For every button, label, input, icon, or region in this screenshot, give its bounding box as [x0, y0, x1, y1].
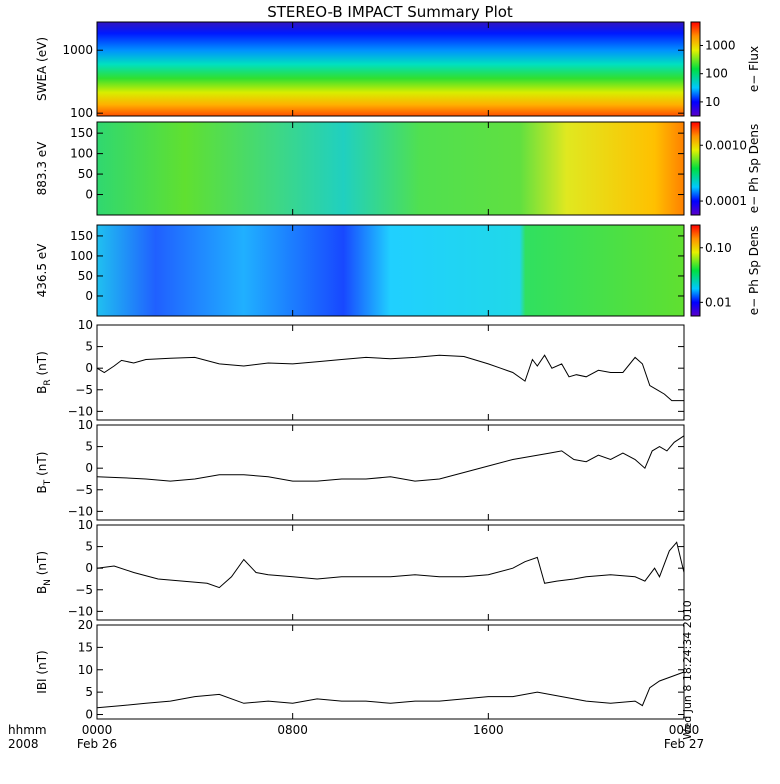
bt-ytick-label: 0 — [85, 461, 93, 475]
bn-ytick-label: 5 — [85, 540, 93, 554]
xtick-time-label: 0000 — [669, 723, 700, 737]
xtick-time-label: 0000 — [82, 723, 113, 737]
bn-ylabel-main: B — [35, 586, 49, 594]
bt-ytick-label: −5 — [75, 483, 93, 497]
br-line — [96, 354, 684, 402]
pad436-colorbar-label: 0.01 — [705, 295, 732, 309]
pad436-spectrogram — [97, 225, 684, 316]
bmag-ytick-label: 15 — [78, 640, 93, 654]
bt-ylabel-unit: (nT) — [35, 452, 49, 480]
br-ylabel-main: B — [35, 386, 49, 394]
swea-colorbar-label: 100 — [705, 67, 728, 81]
bn-ytick-label: −10 — [68, 604, 93, 618]
bn-ylabel-sub: N — [43, 579, 53, 586]
br-ytick-label: 0 — [85, 361, 93, 375]
swea-ytick-label: 1000 — [62, 43, 93, 57]
bmag-frame — [96, 624, 685, 720]
pad436-ytick-label: 50 — [78, 269, 93, 283]
bmag-ylabel: IBI (nT) — [35, 650, 49, 693]
bt-ylabel-sub: T — [43, 479, 53, 486]
bt-ylabel: BT (nT) — [35, 452, 53, 494]
pad436-ytick-label: 100 — [70, 249, 93, 263]
pad883-colorbar-label: 0.0001 — [705, 194, 747, 208]
br-ytick-label: 5 — [85, 340, 93, 354]
br-frame — [96, 324, 685, 421]
bmag-ylabel-main: IBI (nT) — [35, 650, 49, 693]
xtick-date-label: Feb 26 — [77, 737, 117, 751]
swea-ytick-label: 100 — [70, 106, 93, 120]
br-ylabel-unit: (nT) — [35, 351, 49, 379]
xtick-time-label: 1600 — [473, 723, 504, 737]
xaxis-row2-label: 2008 — [8, 737, 39, 751]
bmag-ytick-label: 20 — [78, 618, 93, 632]
swea-colorbar-title: e− Flux — [747, 46, 761, 92]
bn-line — [96, 541, 685, 589]
swea-ylabel: SWEA (eV) — [35, 37, 49, 101]
bn-ytick-label: 10 — [78, 518, 93, 532]
bt-frame — [96, 424, 685, 521]
pad883-ytick-label: 150 — [70, 126, 93, 140]
pad436-colorbar-title: e− Ph Sp Dens — [747, 226, 761, 315]
pad436-colorbar-label: 0.10 — [705, 241, 732, 255]
br-ylabel-sub: R — [43, 379, 53, 385]
swea-spectrogram — [97, 22, 684, 116]
br-ylabel: BR (nT) — [35, 351, 53, 394]
bmag-ytick-label: 5 — [85, 685, 93, 699]
bt-ytick-label: 5 — [85, 440, 93, 454]
pad883-colorbar-label: 0.0010 — [705, 138, 747, 152]
pad883-colorbar-title: e− Ph Sp Dens — [747, 124, 761, 213]
bn-frame — [96, 524, 685, 621]
pad883-ylabel: 883.3 eV — [35, 141, 49, 196]
bt-ylabel-main: B — [35, 485, 49, 493]
pad883-ytick-label: 50 — [78, 167, 93, 181]
pad436-frame — [96, 224, 685, 317]
bt-ytick-label: −10 — [68, 504, 93, 518]
pad436-colorbar — [690, 224, 701, 317]
bn-ytick-label: −5 — [75, 583, 93, 597]
pad883-ytick-label: 0 — [85, 188, 93, 202]
br-ytick-label: 10 — [78, 318, 93, 332]
generation-stamp: Wed Jun 8 18:24:34 2010 — [681, 600, 694, 740]
pad883-frame — [96, 121, 685, 216]
bn-ytick-label: 0 — [85, 561, 93, 575]
pad436-ytick-label: 150 — [70, 229, 93, 243]
pad883-colorbar — [690, 121, 701, 216]
br-ytick-label: −5 — [75, 383, 93, 397]
pad436-ytick-label: 0 — [85, 289, 93, 303]
br-ytick-label: −10 — [68, 404, 93, 418]
bmag-ytick-label: 10 — [78, 663, 93, 677]
swea-frame — [96, 21, 685, 117]
bn-ylabel-unit: (nT) — [35, 551, 49, 579]
pad883-spectrogram — [97, 122, 684, 215]
swea-colorbar-label: 1000 — [705, 39, 736, 53]
bmag-ytick-label: 0 — [85, 708, 93, 722]
bmag-line — [96, 671, 685, 709]
pad436-ylabel: 436.5 eV — [35, 243, 49, 298]
bt-line — [96, 435, 685, 482]
xtick-time-label: 0800 — [277, 723, 308, 737]
pad883-ytick-label: 100 — [70, 147, 93, 161]
swea-colorbar — [690, 21, 701, 117]
xaxis-row1-label: hhmm — [8, 723, 47, 737]
plot-layer: STEREO-B IMPACT Summary Plot1000100SWEA … — [8, 3, 761, 751]
bn-ylabel: BN (nT) — [35, 551, 53, 594]
xtick-date-label: Feb 27 — [664, 737, 704, 751]
chart-title: STEREO-B IMPACT Summary Plot — [267, 3, 513, 21]
swea-colorbar-label: 10 — [705, 95, 720, 109]
bt-ytick-label: 10 — [78, 418, 93, 432]
